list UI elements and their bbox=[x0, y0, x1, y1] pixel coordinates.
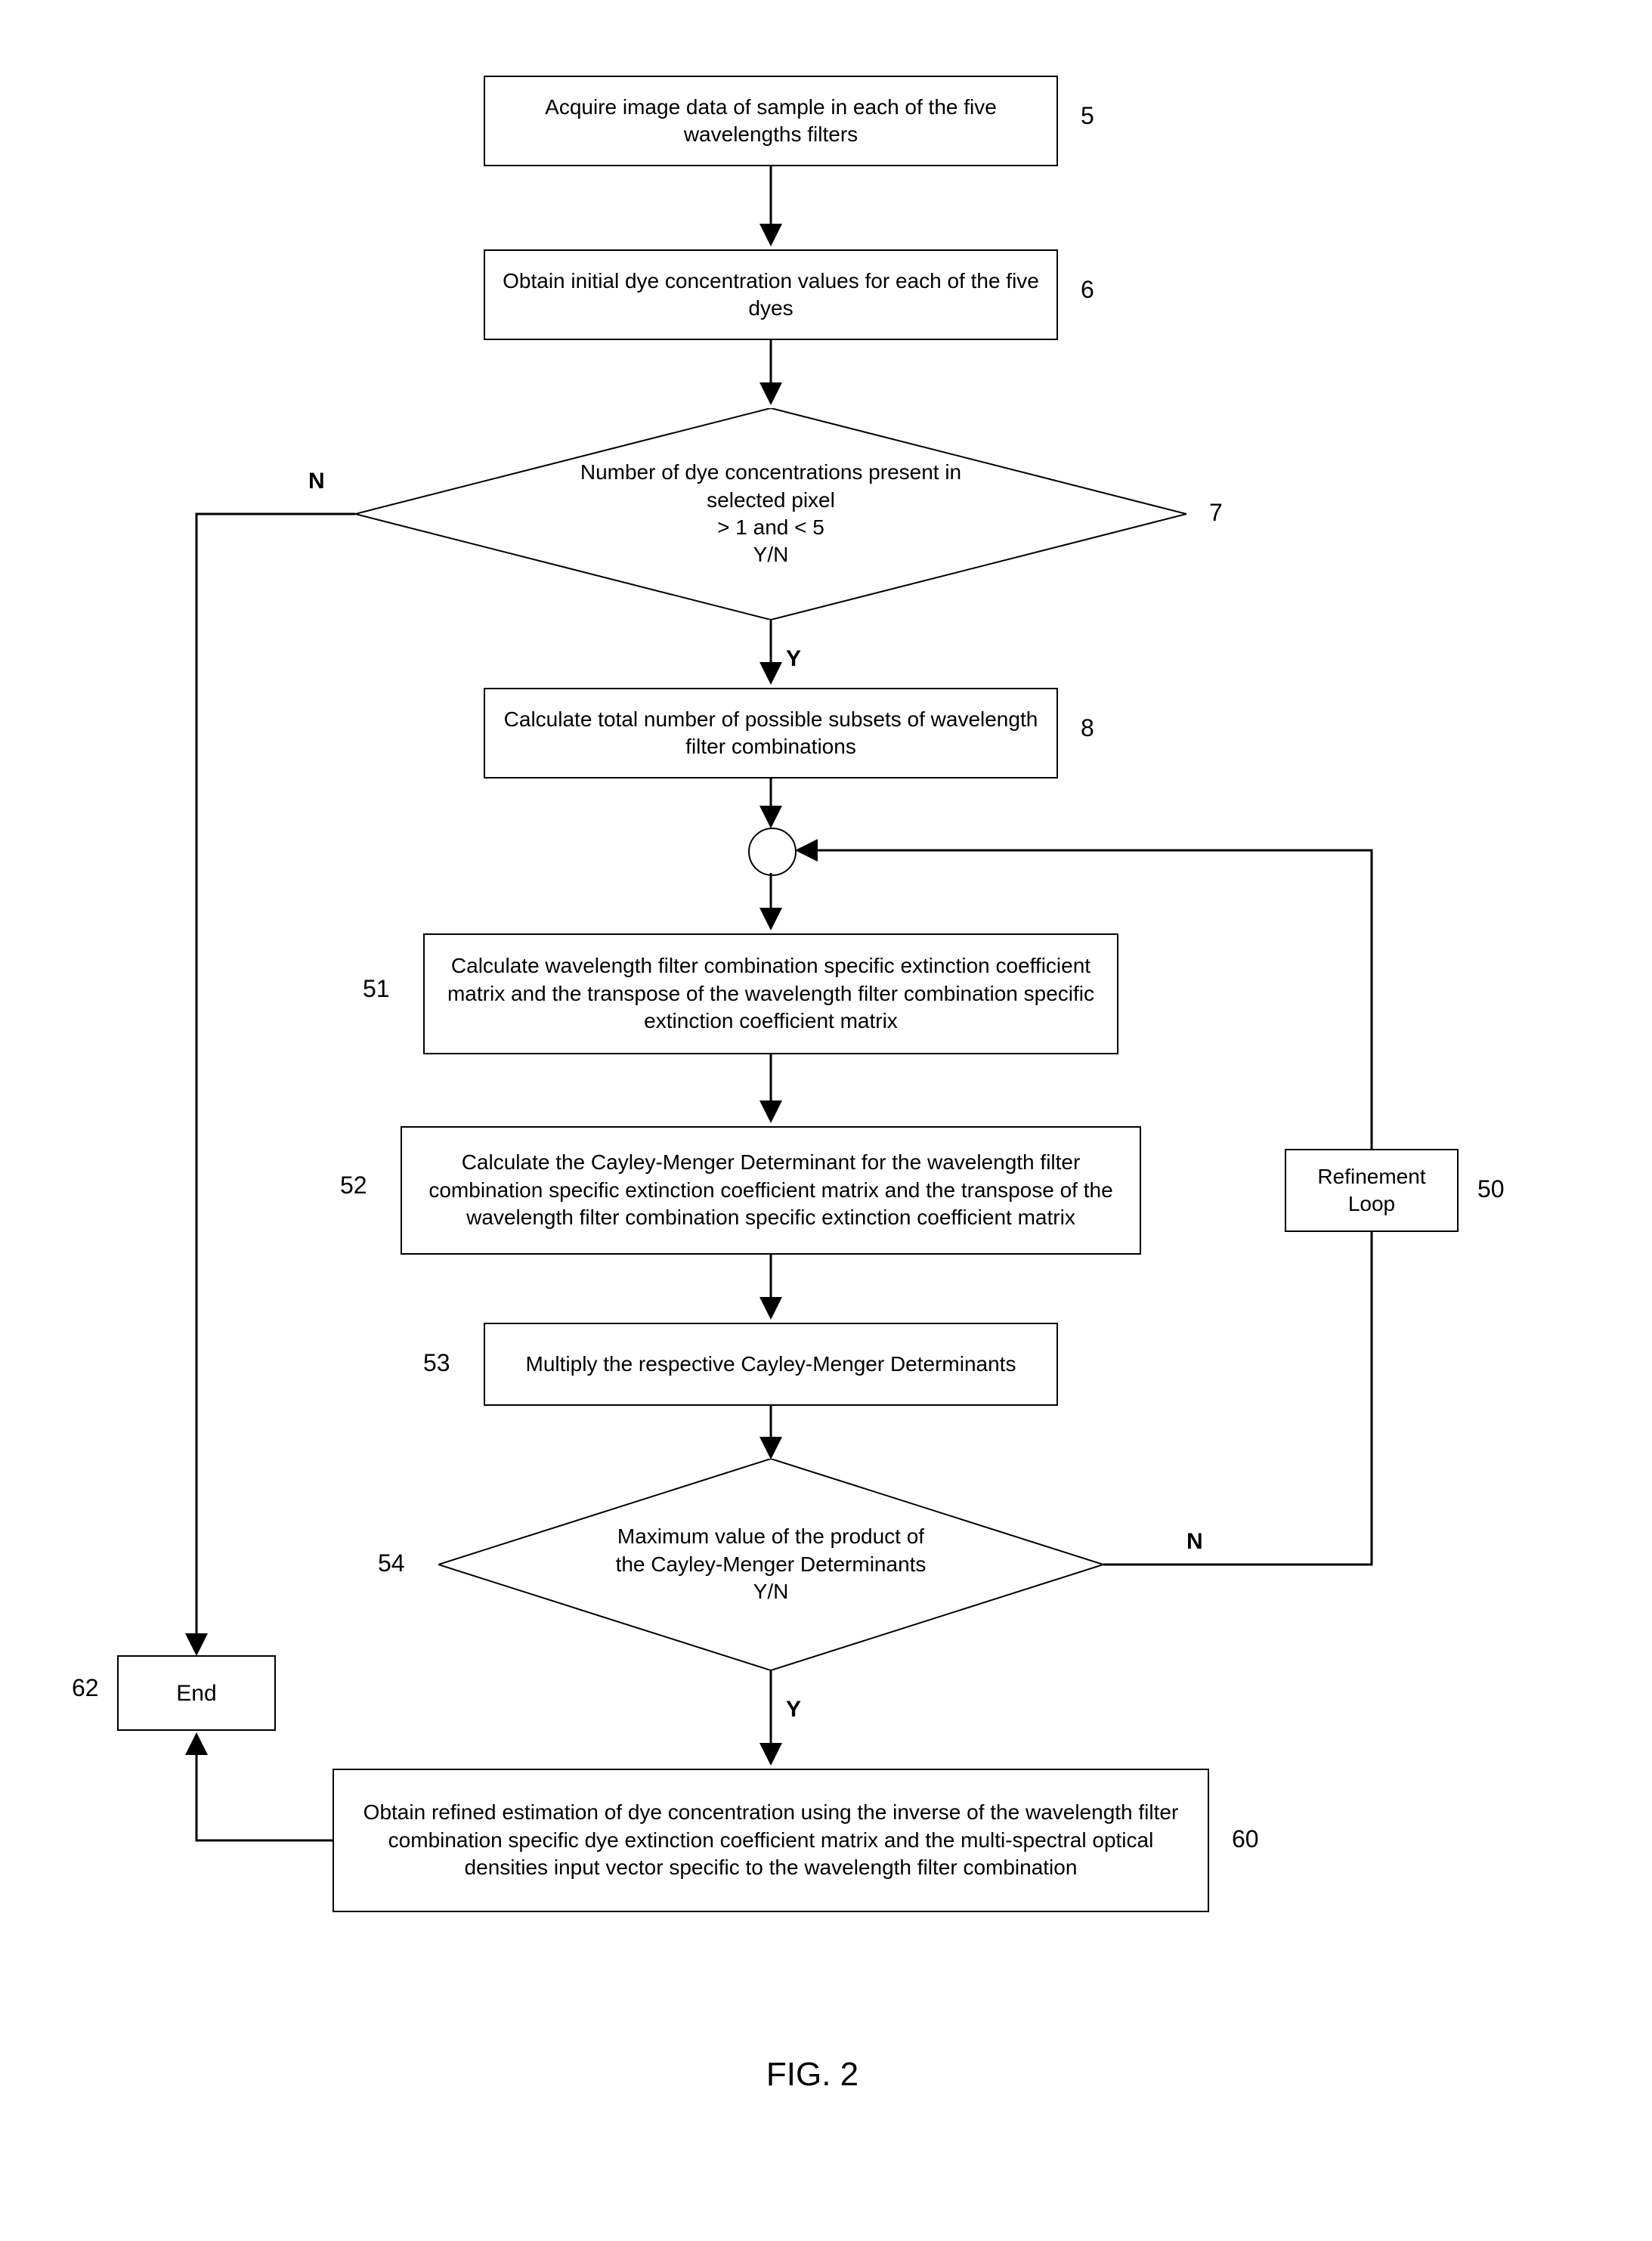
node-label-50: 50 bbox=[1477, 1175, 1505, 1203]
process-text: Obtain initial dye concentration values … bbox=[500, 268, 1041, 323]
process-text: Multiply the respective Cayley-Menger De… bbox=[526, 1351, 1016, 1378]
connector bbox=[763, 340, 778, 408]
process-text: Calculate total number of possible subse… bbox=[500, 706, 1041, 761]
join-node bbox=[748, 828, 797, 876]
process-text: End bbox=[176, 1679, 216, 1708]
decision-dye-count: Number of dye concentrations present in … bbox=[355, 408, 1186, 620]
node-label-62: 62 bbox=[72, 1674, 99, 1702]
node-label-53: 53 bbox=[423, 1349, 450, 1377]
process-text: Obtain refined estimation of dye concent… bbox=[349, 1799, 1193, 1881]
node-label-52: 52 bbox=[340, 1172, 367, 1199]
connector bbox=[763, 873, 778, 933]
process-text: Refinement Loop bbox=[1301, 1163, 1442, 1218]
figure-caption: FIG. 2 bbox=[718, 2056, 907, 2094]
connector bbox=[763, 1054, 778, 1126]
connector bbox=[189, 1731, 340, 1848]
process-obtain-initial: Obtain initial dye concentration values … bbox=[484, 249, 1058, 340]
node-label-6: 6 bbox=[1081, 276, 1094, 304]
connector bbox=[763, 1670, 778, 1769]
node-label-54: 54 bbox=[378, 1549, 405, 1577]
node-label-60: 60 bbox=[1232, 1825, 1259, 1853]
process-cayley-menger: Calculate the Cayley-Menger Determinant … bbox=[401, 1126, 1141, 1255]
process-text: Calculate wavelength filter combination … bbox=[440, 952, 1102, 1035]
connector bbox=[763, 1255, 778, 1323]
node-label-8: 8 bbox=[1081, 714, 1094, 742]
process-calc-subsets: Calculate total number of possible subse… bbox=[484, 688, 1058, 778]
process-multiply-det: Multiply the respective Cayley-Menger De… bbox=[484, 1323, 1058, 1406]
terminator-end: End bbox=[117, 1655, 276, 1731]
refinement-loop-label: Refinement Loop bbox=[1285, 1149, 1459, 1232]
decision-text: Maximum value of the product of the Cayl… bbox=[438, 1459, 1103, 1670]
process-text: Calculate the Cayley-Menger Determinant … bbox=[417, 1149, 1125, 1231]
decision-max-value: Maximum value of the product of the Cayl… bbox=[438, 1459, 1103, 1670]
decision-text: Number of dye concentrations present in … bbox=[355, 408, 1186, 620]
process-calc-ext-matrix: Calculate wavelength filter combination … bbox=[423, 933, 1118, 1054]
path-label-n: N bbox=[1186, 1529, 1203, 1555]
connector bbox=[189, 506, 363, 1663]
path-label-y: Y bbox=[786, 646, 801, 672]
node-label-5: 5 bbox=[1081, 102, 1094, 130]
connector bbox=[763, 620, 778, 688]
process-acquire-image: Acquire image data of sample in each of … bbox=[484, 76, 1058, 166]
path-label-y: Y bbox=[786, 1697, 801, 1723]
connector bbox=[763, 166, 778, 249]
connector bbox=[763, 1406, 778, 1463]
flowchart-canvas: Acquire image data of sample in each of … bbox=[0, 0, 1652, 2241]
process-text: Acquire image data of sample in each of … bbox=[500, 94, 1041, 149]
node-label-51: 51 bbox=[363, 975, 390, 1003]
node-label-7: 7 bbox=[1209, 499, 1223, 527]
connector bbox=[763, 778, 778, 831]
process-refined-estimation: Obtain refined estimation of dye concent… bbox=[333, 1769, 1209, 1912]
path-label-n: N bbox=[308, 469, 325, 494]
